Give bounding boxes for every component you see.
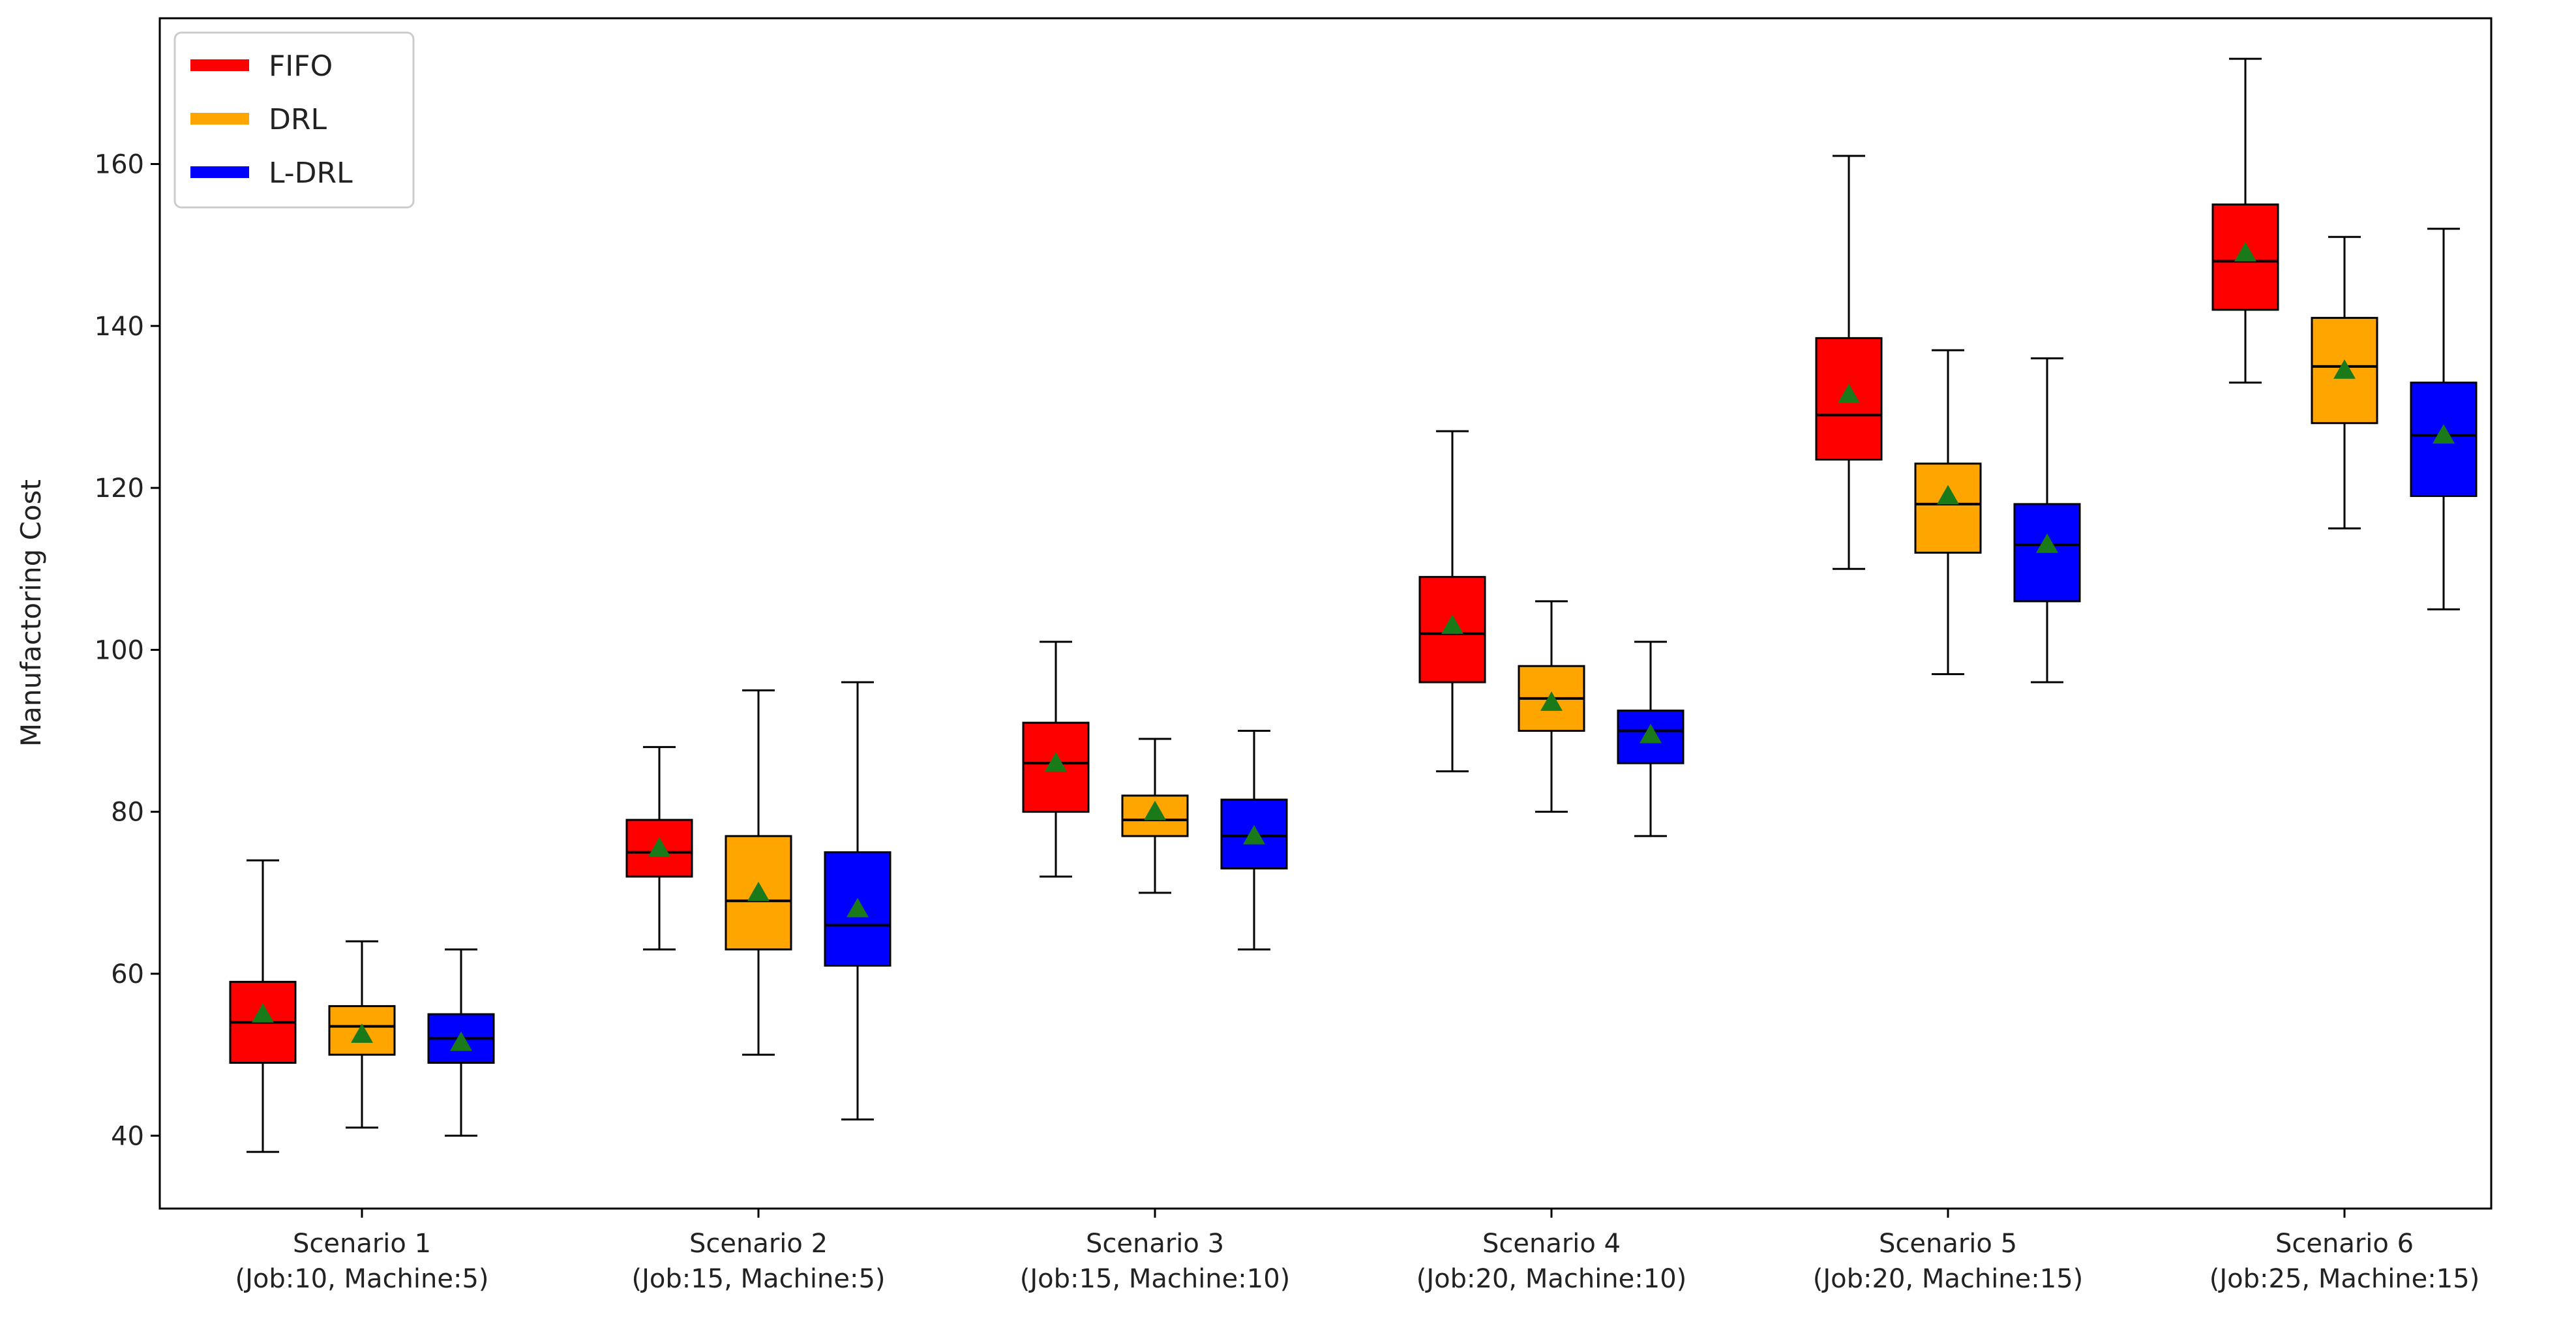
y-tick-label: 140	[95, 312, 144, 342]
mean-marker	[1441, 614, 1463, 634]
x-tick-label: (Job:25, Machine:15)	[2209, 1264, 2480, 1294]
box-body	[824, 851, 891, 967]
mean-marker	[648, 837, 670, 857]
legend-label-l-drl: L-DRL	[269, 157, 353, 190]
y-tick-label: 160	[95, 149, 144, 179]
box-l-drl-scenario-1	[427, 948, 495, 1137]
box-fifo-scenario-4	[1418, 430, 1486, 773]
mean-marker	[1838, 384, 1860, 404]
box-drl-scenario-5	[1914, 349, 1982, 676]
box-fifo-scenario-6	[2211, 57, 2279, 384]
mean-marker	[2234, 242, 2256, 262]
x-tick-label: Scenario 2	[689, 1229, 828, 1259]
mean-marker	[252, 1003, 274, 1023]
legend: FIFO DRL L-DRL	[173, 31, 415, 209]
x-tick-label: Scenario 6	[2275, 1229, 2414, 1259]
mean-marker	[1243, 824, 1265, 845]
x-tick-label: (Job:20, Machine:10)	[1416, 1264, 1687, 1294]
box-drl-scenario-4	[1518, 600, 1585, 813]
y-tick-label: 40	[111, 1121, 144, 1151]
box-body	[1914, 462, 1982, 554]
box-drl-scenario-2	[725, 689, 792, 1056]
box-fifo-scenario-3	[1022, 640, 1090, 878]
box-drl-scenario-1	[328, 940, 396, 1129]
legend-frame	[173, 31, 415, 209]
box-fifo-scenario-5	[1815, 155, 1883, 570]
legend-label-drl: DRL	[269, 103, 327, 136]
y-tick-label: 60	[111, 959, 144, 989]
box-l-drl-scenario-2	[824, 681, 891, 1121]
mean-marker	[351, 1023, 373, 1043]
x-tick-label: Scenario 4	[1482, 1229, 1621, 1259]
x-tick-label: Scenario 1	[293, 1229, 431, 1259]
mean-marker	[1937, 485, 1959, 505]
mean-marker	[2036, 533, 2058, 553]
legend-label-fifo: FIFO	[269, 50, 333, 83]
x-tick-label: Scenario 5	[1879, 1229, 2017, 1259]
mean-marker	[747, 881, 770, 901]
box-l-drl-scenario-5	[2013, 357, 2081, 684]
box-l-drl-scenario-4	[1617, 640, 1685, 837]
plot-frame	[158, 17, 2493, 1210]
y-tick-label: 100	[95, 635, 144, 665]
x-tick-label: (Job:15, Machine:5)	[631, 1264, 885, 1294]
mean-marker	[1144, 800, 1166, 820]
box-drl-scenario-3	[1121, 738, 1189, 894]
box-l-drl-scenario-3	[1220, 730, 1288, 951]
mean-marker	[2333, 359, 2356, 379]
box-body	[328, 1005, 396, 1056]
box-l-drl-scenario-6	[2410, 228, 2478, 610]
y-axis-label: Manufactoring Cost	[15, 479, 47, 747]
mean-marker	[450, 1031, 472, 1051]
mean-marker	[1540, 691, 1563, 711]
mean-marker	[2433, 424, 2455, 444]
mean-marker	[1045, 752, 1067, 772]
x-tick-label: Scenario 3	[1086, 1229, 1224, 1259]
axes: 40 60 80 100 120 140 160 Scenario 1 (Job:10, Mac…	[95, 149, 2480, 1294]
y-tick-label: 80	[111, 798, 144, 828]
mean-marker	[1640, 723, 1662, 744]
y-tick-label: 120	[95, 474, 144, 504]
box-fifo-scenario-2	[625, 745, 693, 951]
x-tick-label: (Job:10, Machine:5)	[235, 1264, 488, 1294]
box-drl-scenario-6	[2311, 235, 2378, 530]
x-tick-label: (Job:20, Machine:15)	[1813, 1264, 2084, 1294]
mean-marker	[846, 897, 869, 918]
box-fifo-scenario-1	[229, 859, 297, 1153]
plot-area	[229, 57, 2478, 1153]
box-body	[1617, 709, 1685, 764]
x-tick-label: (Job:15, Machine:10)	[1020, 1264, 1291, 1294]
